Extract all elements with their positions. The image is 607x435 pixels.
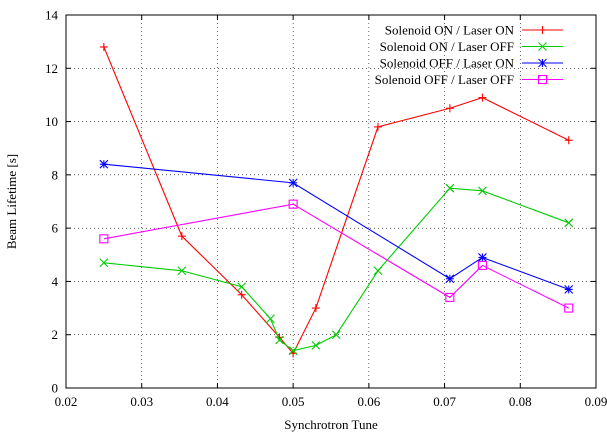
grid-layer: [66, 15, 596, 388]
legend-entry: Solenoid ON / Laser OFF: [380, 39, 563, 54]
y-axis-title: Beam Lifetime [s]: [4, 154, 19, 249]
legend-label: Solenoid OFF / Laser ON: [380, 56, 515, 71]
marker-stroke: [564, 303, 574, 313]
data-point: [99, 234, 109, 244]
marker-stroke: [266, 314, 275, 324]
legend-label: Solenoid ON / Laser ON: [385, 23, 515, 38]
data-point: [266, 314, 275, 324]
data-point: [564, 285, 574, 294]
data-point: [445, 104, 454, 113]
series-layer: [99, 42, 574, 358]
y-tick-label: 0: [52, 381, 59, 396]
series-line: [103, 203, 569, 309]
data-point: [288, 346, 298, 356]
data-point: [478, 253, 487, 262]
marker-stroke: [288, 178, 298, 188]
marker-stroke: [288, 346, 298, 356]
y-tick-label: 4: [52, 274, 59, 289]
data-point: [311, 340, 321, 350]
series-line: [103, 187, 569, 352]
marker-stroke: [537, 74, 548, 85]
x-tick-label: 0.08: [509, 394, 532, 409]
marker-stroke: [477, 260, 487, 270]
x-tick-label: 0.04: [206, 394, 229, 409]
marker-stroke: [538, 42, 547, 51]
legend-entry: Solenoid ON / Laser ON: [385, 23, 563, 38]
legend-marker: [538, 26, 547, 34]
marker-stroke: [237, 282, 247, 292]
y-tick-label: 8: [52, 167, 59, 182]
series-2: [99, 183, 574, 356]
marker-stroke: [288, 199, 298, 209]
marker-stroke: [311, 340, 321, 350]
x-tick-label: 0.05: [282, 394, 305, 409]
data-point: [275, 335, 284, 345]
series-4: [99, 199, 574, 313]
y-tick-label: 2: [52, 327, 59, 342]
y-tick-label: 14: [45, 8, 59, 23]
data-point: [373, 122, 382, 131]
marker-stroke: [538, 58, 547, 68]
marker-stroke: [478, 253, 487, 262]
x-axis-title: Synchrotron Tune: [284, 417, 378, 432]
marker-stroke: [99, 258, 109, 268]
data-point: [373, 266, 383, 276]
y-tick-label: 12: [45, 61, 58, 76]
marker-stroke: [99, 234, 109, 244]
data-point: [177, 266, 187, 276]
data-point: [288, 199, 298, 209]
data-point: [445, 183, 455, 193]
legend-label: Solenoid OFF / Laser OFF: [375, 72, 514, 87]
data-point: [564, 218, 574, 228]
data-point: [564, 303, 574, 313]
marker-stroke: [564, 285, 574, 294]
marker-stroke: [373, 266, 383, 276]
legend-entry: Solenoid OFF / Laser ON: [380, 56, 563, 71]
marker-stroke: [564, 218, 574, 228]
marker-stroke: [445, 183, 455, 193]
plot-frame: [65, 14, 597, 389]
data-point: [331, 330, 341, 340]
marker-stroke: [275, 335, 284, 345]
y-tick-label: 6: [52, 221, 59, 236]
data-point: [564, 136, 573, 145]
data-point: [288, 178, 298, 188]
data-point: [177, 232, 186, 241]
marker-stroke: [331, 330, 341, 340]
data-point: [237, 282, 247, 292]
data-point: [477, 260, 487, 270]
series-line: [103, 46, 569, 355]
marker-stroke: [478, 186, 487, 196]
series-3: [99, 159, 574, 294]
x-tick-label: 0.02: [55, 394, 78, 409]
x-tick-label: 0.07: [433, 394, 456, 409]
marker-stroke: [177, 266, 187, 276]
tick-layer: 0.02 0.03 0.04 0.05 0.06 0.07 0.08 0.09 0 2 4 6 8 10 1…: [45, 8, 607, 410]
data-point: [99, 159, 109, 169]
marker-stroke: [99, 159, 109, 169]
x-tick-label: 0.06: [357, 394, 380, 409]
legend-label: Solenoid ON / Laser OFF: [380, 39, 514, 54]
data-point: [445, 292, 455, 302]
data-point: [445, 274, 455, 284]
y-tick-label: 10: [45, 114, 58, 129]
data-point: [478, 93, 487, 102]
series-1: [99, 42, 573, 358]
marker-stroke: [445, 274, 455, 284]
legend-marker: [538, 58, 547, 68]
marker-stroke: [445, 292, 455, 302]
x-tick-label: 0.03: [130, 394, 153, 409]
data-point: [99, 258, 109, 268]
legend-entry: Solenoid OFF / Laser OFF: [375, 72, 563, 87]
legend-marker: [537, 74, 548, 85]
x-tick-label: 0.09: [585, 394, 607, 409]
series-line: [103, 163, 569, 290]
data-point: [99, 42, 108, 51]
legend-marker: [538, 42, 547, 51]
data-point: [311, 304, 320, 313]
data-point: [237, 290, 246, 299]
data-point: [478, 186, 487, 196]
